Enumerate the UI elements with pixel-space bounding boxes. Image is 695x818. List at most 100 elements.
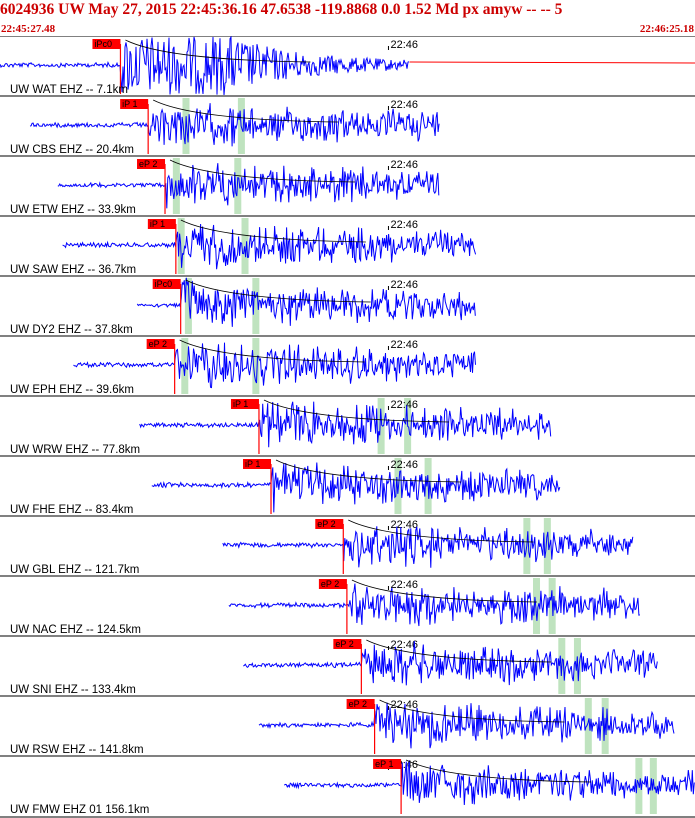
station-label: UW NAC EHZ -- 124.5km: [10, 624, 141, 636]
pick-flag: [243, 459, 272, 469]
time-tick-label: 22:46: [390, 639, 418, 651]
time-tick-label: 22:46: [390, 279, 418, 291]
waveform-trace: [57, 163, 440, 209]
coda-tail: [409, 61, 695, 64]
seismogram-traces-svg: 22:46 iPc0 UW WAT EHZ -- 7.1km 22:46 iP 1 UW …: [0, 36, 695, 818]
amplitude-window-start: [584, 698, 592, 754]
station-label: UW EPH EHZ -- 39.6km: [10, 384, 134, 396]
pick-label: eP 2: [321, 579, 339, 589]
coda-decay-curve: [125, 39, 311, 63]
pick-label: eP 2: [149, 339, 167, 349]
pick-flag: [346, 699, 375, 709]
coda-decay-curve: [379, 699, 565, 723]
pick-label: iP 1: [150, 219, 165, 229]
trace-row: 22:46 iPc0 UW WAT EHZ -- 7.1km: [0, 36, 695, 96]
pick-label: eP 2: [335, 639, 353, 649]
pick-flag: [120, 99, 149, 109]
pick-flag: [333, 639, 362, 649]
time-tick-label: 22:46: [390, 579, 418, 591]
pick-label: eP 2: [349, 699, 367, 709]
waveform-trace: [73, 342, 476, 389]
waveform-trace: [62, 223, 477, 270]
coda-decay-curve: [169, 159, 356, 183]
time-tick-label: 22:46: [390, 39, 418, 51]
waveform-trace: [29, 103, 440, 147]
time-tick-label: 22:46: [390, 99, 418, 111]
pick-label: iPc0: [155, 279, 173, 289]
waveform-trace: [228, 583, 640, 627]
amplitude-window-start: [394, 458, 402, 514]
coda-decay-curve: [366, 639, 552, 663]
coda-decay-curve: [275, 459, 462, 483]
time-tick-label: 22:46: [390, 519, 418, 531]
waveform-trace: [222, 526, 634, 568]
pick-flag: [373, 759, 402, 769]
waveform-trace: [0, 36, 410, 96]
coda-decay-curve: [405, 759, 592, 783]
pick-flag: [92, 39, 121, 49]
pick-flag: [146, 339, 175, 349]
pick-label: iPc0: [94, 39, 112, 49]
pick-label: eP 1: [375, 759, 393, 769]
station-label: UW WAT EHZ -- 7.1km: [10, 84, 128, 96]
coda-decay-curve: [263, 399, 449, 423]
trace-row: 22:46 iP 1 UW CBS EHZ -- 20.4km: [0, 95, 695, 156]
trace-row: 22:46 eP 2 UW ETW EHZ -- 33.9km: [0, 155, 695, 216]
waveform-trace: [151, 462, 561, 513]
end-time-label: 22:46:25.18: [639, 23, 694, 35]
station-label: UW WRW EHZ -- 77.8km: [10, 444, 140, 456]
coda-decay-curve: [152, 99, 339, 123]
coda-decay-curve: [179, 339, 365, 363]
amplitude-window-end: [241, 218, 249, 274]
trace-row: 22:46 iP 1 UW WRW EHZ -- 77.8km: [0, 395, 695, 456]
event-header-title: 6024936 UW May 27, 2015 22:45:36.16 47.6…: [0, 1, 563, 18]
pick-flag: [137, 159, 166, 169]
time-tick-label: 22:46: [390, 159, 418, 171]
station-label: UW FMW EHZ 01 156.1km: [10, 804, 149, 816]
trace-row: 22:46 eP 2 UW GBL EHZ -- 121.7km: [0, 515, 695, 576]
coda-decay-curve: [348, 519, 534, 543]
waveform-trace: [258, 702, 675, 749]
amplitude-window-start: [377, 398, 385, 454]
coda-decay-curve: [351, 579, 537, 603]
amplitude-window-start: [533, 578, 541, 634]
pick-flag: [230, 399, 259, 409]
time-tick-label: 22:46: [390, 699, 418, 711]
pick-label: eP 2: [317, 519, 335, 529]
station-label: UW FHE EHZ -- 83.4km: [10, 504, 133, 516]
station-label: UW SNI EHZ -- 133.4km: [10, 684, 136, 696]
trace-row: 22:46 iP 1 UW FHE EHZ -- 83.4km: [0, 455, 695, 516]
station-label: UW ETW EHZ -- 33.9km: [10, 204, 136, 216]
time-tick-label: 22:46: [390, 459, 418, 471]
trace-row: 22:46 eP 2 UW SNI EHZ -- 133.4km: [0, 635, 695, 696]
pick-flag: [152, 279, 181, 289]
station-label: UW SAW EHZ -- 36.7km: [10, 264, 136, 276]
station-label: UW RSW EHZ -- 141.8km: [10, 744, 144, 756]
amplitude-window-end: [252, 338, 260, 394]
waveform-trace: [243, 640, 658, 686]
amplitude-window-end: [252, 278, 260, 334]
pick-label: iP 1: [233, 399, 248, 409]
pick-flag: [147, 219, 176, 229]
pick-flag: [318, 579, 347, 589]
coda-decay-curve: [185, 279, 371, 303]
amplitude-window-end: [649, 758, 657, 814]
seismogram-plot-area: 22:46 iPc0 UW WAT EHZ -- 7.1km 22:46 iP 1 UW …: [0, 36, 695, 818]
trace-row: 22:46 iP 1 UW SAW EHZ -- 36.7km: [0, 215, 695, 276]
trace-row: 22:46 iPc0 UW DY2 EHZ -- 37.8km: [0, 275, 695, 336]
time-tick-label: 22:46: [390, 339, 418, 351]
coda-decay-curve: [180, 219, 366, 243]
waveform-trace: [139, 401, 552, 448]
start-time-label: 22:45:27.48: [1, 23, 56, 35]
pick-label: eP 2: [139, 159, 157, 169]
waveform-trace: [136, 277, 476, 327]
station-label: UW GBL EHZ -- 121.7km: [10, 564, 139, 576]
station-label: UW CBS EHZ -- 20.4km: [10, 144, 134, 156]
waveform-trace: [283, 760, 695, 806]
pick-flag: [315, 519, 344, 529]
time-tick-label: 22:46: [390, 219, 418, 231]
station-label: UW DY2 EHZ -- 37.8km: [10, 324, 133, 336]
pick-label: iP 1: [245, 459, 260, 469]
amplitude-window-start: [184, 278, 192, 334]
